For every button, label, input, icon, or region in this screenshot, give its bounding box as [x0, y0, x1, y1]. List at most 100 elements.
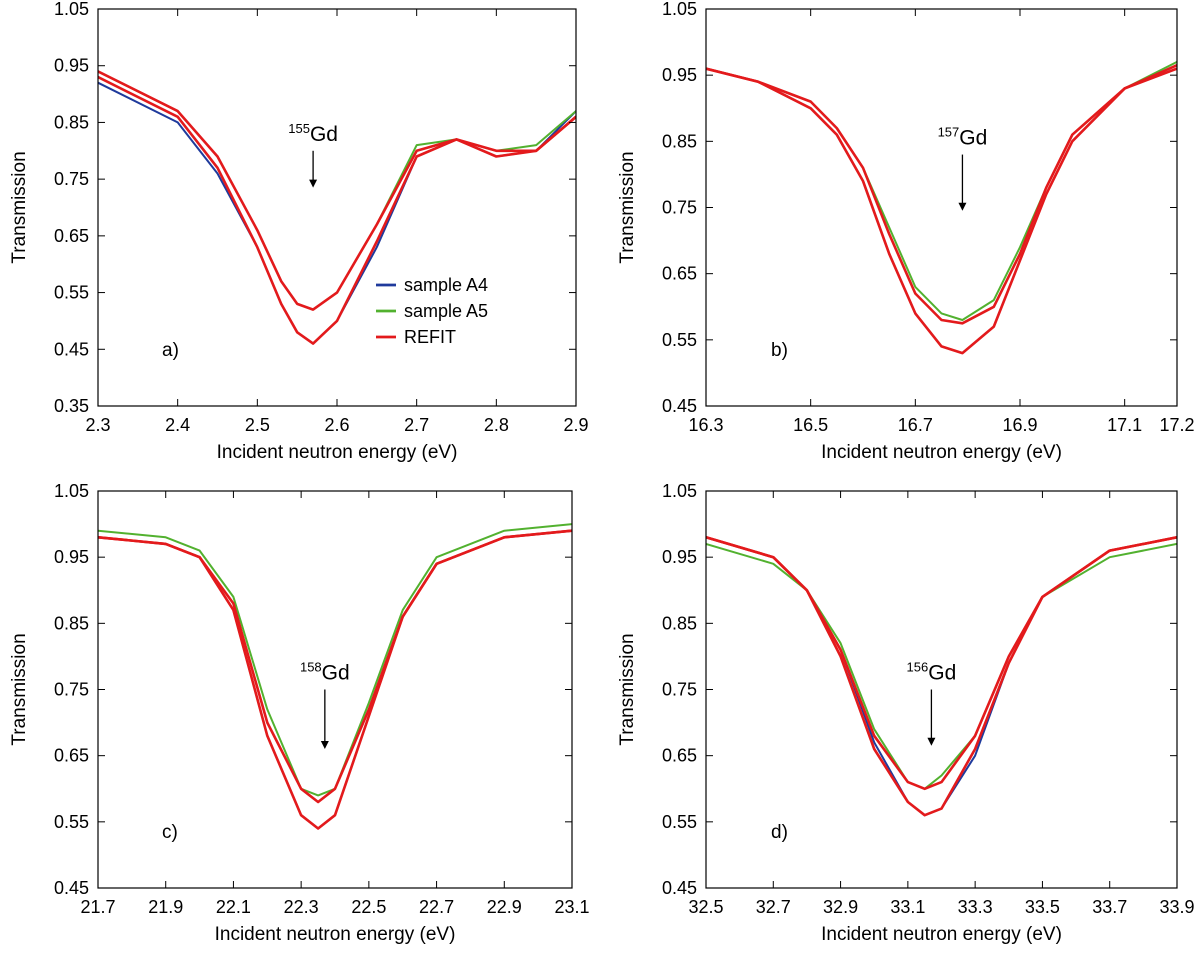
x-tick-label: 2.9	[563, 415, 588, 435]
x-tick-label: 16.9	[1002, 415, 1037, 435]
x-tick-label: 2.6	[324, 415, 349, 435]
plot-area	[706, 60, 1177, 355]
legend: sample A4 sample A5 REFIT	[376, 275, 488, 347]
chart-panel-d: 32.5 32.7 32.9 33.1 33.3 33.5 33.7 33.9 0.45 0.55…	[617, 481, 1195, 945]
series-refit-a4	[98, 75, 576, 345]
y-tick-label: 1.05	[54, 481, 89, 501]
panel-label: a)	[162, 340, 179, 361]
x-axis-title: Incident neutron energy (eV)	[821, 924, 1062, 945]
y-tick-label: 0.45	[54, 878, 89, 898]
isotope-element: Gd	[959, 127, 987, 150]
isotope-mass: 158	[300, 660, 322, 675]
x-tick-label: 32.7	[756, 897, 791, 917]
y-tick-label: 0.75	[662, 680, 697, 700]
isotope-element: Gd	[322, 662, 350, 685]
y-tick-label: 0.85	[54, 112, 89, 132]
series-sample-a4	[706, 67, 1177, 355]
x-tick-label: 22.7	[419, 897, 454, 917]
y-tick-label: 0.75	[54, 169, 89, 189]
y-axis-title: Transmission	[9, 633, 30, 745]
x-tick-label: 16.5	[793, 415, 828, 435]
y-tick-label: 0.55	[662, 330, 697, 350]
isotope-label: 158Gd	[300, 660, 350, 685]
x-axis-title: Incident neutron energy (eV)	[217, 442, 458, 463]
legend-label: sample A5	[404, 301, 488, 321]
x-tick-label: 22.1	[216, 897, 251, 917]
x-tick-label: 32.5	[688, 897, 723, 917]
panel-label: c)	[162, 822, 178, 843]
y-tick-label: 0.65	[54, 746, 89, 766]
y-tick-label: 0.75	[54, 680, 89, 700]
panel-label: b)	[771, 340, 788, 361]
chart-panel-b: 16.3 16.5 16.7 16.9 17.1 17.2 0.45 0.55 0.65 0.75…	[617, 0, 1195, 463]
y-tick-label: 0.45	[662, 396, 697, 416]
x-tick-label: 2.7	[404, 415, 429, 435]
x-tick-label: 21.9	[148, 897, 183, 917]
series-refit-a5	[98, 529, 572, 804]
isotope-mass: 156	[907, 660, 929, 675]
y-tick-label: 0.65	[662, 264, 697, 284]
y-tick-label: 0.85	[662, 613, 697, 633]
x-tick-label: 2.8	[484, 415, 509, 435]
legend-label: REFIT	[404, 327, 456, 347]
y-tick-label: 1.05	[54, 0, 89, 19]
y-tick-label: 0.65	[54, 226, 89, 246]
y-axis-title: Transmission	[617, 151, 638, 263]
y-tick-label: 0.95	[54, 56, 89, 76]
legend-label: sample A4	[404, 275, 488, 295]
isotope-mass: 155	[288, 121, 310, 136]
y-tick-label: 0.45	[662, 878, 697, 898]
x-tick-label: 22.5	[351, 897, 386, 917]
x-tick-label: 33.7	[1092, 897, 1127, 917]
x-tick-label: 33.9	[1159, 897, 1194, 917]
y-tick-label: 0.65	[662, 746, 697, 766]
y-tick-label: 0.85	[54, 613, 89, 633]
series-refit-a5	[706, 535, 1177, 791]
y-tick-label: 0.75	[662, 198, 697, 218]
x-axis-title: Incident neutron energy (eV)	[215, 924, 456, 945]
y-tick-label: 0.95	[54, 547, 89, 567]
x-tick-label: 33.1	[890, 897, 925, 917]
annotation-arrow-head	[320, 741, 329, 750]
x-tick-label: 17.1	[1107, 415, 1142, 435]
x-tick-label: 2.4	[165, 415, 190, 435]
chart-panel-c: 21.7 21.9 22.1 22.3 22.5 22.7 22.9 23.1 0.45 0.55…	[9, 481, 590, 945]
x-tick-label: 23.1	[554, 897, 589, 917]
x-tick-label: 2.3	[85, 415, 110, 435]
x-axis-title: Incident neutron energy (eV)	[821, 442, 1062, 463]
annotation-arrow-head	[927, 737, 936, 746]
x-tick-label: 32.9	[823, 897, 858, 917]
series-sample-a5	[706, 60, 1177, 321]
y-tick-label: 0.35	[54, 396, 89, 416]
panel-label: d)	[771, 822, 788, 843]
annotation-arrow-head	[309, 179, 318, 188]
x-tick-label: 16.3	[688, 415, 723, 435]
annotation-arrow-head	[958, 202, 967, 211]
x-tick-label: 17.2	[1159, 415, 1194, 435]
chart-panel-a: 2.3 2.4 2.5 2.6 2.7 2.8 2.9 0.35 0.45 0.55 0.65 0.7…	[9, 0, 589, 463]
y-axis-title: Transmission	[617, 633, 638, 745]
plot-area	[706, 535, 1177, 817]
series-refit-a4	[706, 67, 1177, 355]
y-tick-label: 0.45	[54, 339, 89, 359]
series-sample-a5	[98, 523, 572, 797]
x-tick-label: 33.5	[1025, 897, 1060, 917]
isotope-element: Gd	[310, 123, 338, 146]
y-tick-label: 1.05	[662, 0, 697, 19]
isotope-element: Gd	[928, 662, 956, 685]
plot-area	[98, 523, 572, 830]
x-tick-label: 22.3	[284, 897, 319, 917]
y-tick-label: 0.55	[662, 812, 697, 832]
x-tick-label: 2.5	[245, 415, 270, 435]
x-tick-label: 33.3	[958, 897, 993, 917]
y-tick-label: 0.55	[54, 283, 89, 303]
y-tick-label: 0.95	[662, 65, 697, 85]
x-tick-label: 22.9	[487, 897, 522, 917]
x-tick-label: 21.7	[80, 897, 115, 917]
isotope-label: 156Gd	[907, 660, 957, 685]
isotope-label: 157Gd	[938, 125, 988, 150]
isotope-label: 155Gd	[288, 121, 338, 146]
y-tick-label: 0.55	[54, 812, 89, 832]
y-tick-label: 0.95	[662, 547, 697, 567]
